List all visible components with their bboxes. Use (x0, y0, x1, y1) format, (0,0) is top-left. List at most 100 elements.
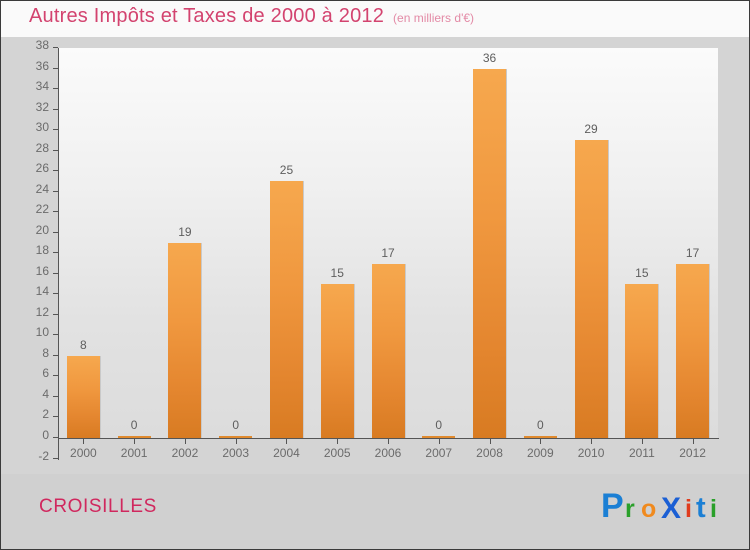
logo-letter: r (625, 495, 635, 523)
y-tick-label: 16 (35, 263, 49, 278)
y-tick-mark (53, 272, 58, 274)
bar[interactable] (219, 436, 253, 438)
y-tick-label: 4 (42, 386, 49, 401)
bar[interactable] (320, 284, 355, 438)
bar-value-label: 17 (685, 245, 700, 260)
bar[interactable] (422, 436, 456, 438)
y-tick-label: 0 (42, 428, 49, 442)
y-tick-mark (53, 437, 58, 438)
bar[interactable] (473, 68, 508, 438)
bar-group[interactable]: 0 (117, 48, 151, 438)
bar-group[interactable]: 8 (66, 48, 101, 438)
bar-value-label: 36 (482, 50, 497, 65)
y-tick-label: 14 (35, 284, 49, 299)
bar-group[interactable]: 29 (574, 48, 609, 438)
bar-value-label: 29 (584, 122, 598, 137)
y-tick-mark (53, 313, 58, 315)
x-tick-mark (235, 438, 237, 444)
chart-subtitle: (en milliers d'€) (393, 11, 475, 25)
y-tick-mark (53, 334, 58, 336)
bar-group[interactable]: 19 (168, 48, 203, 438)
title-row: Autres Impôts et Taxes de 2000 à 2012 (e… (29, 5, 474, 28)
y-tick-mark (53, 293, 58, 295)
bar[interactable] (574, 140, 609, 438)
x-tick-mark (540, 438, 542, 444)
y-tick-label: 30 (35, 120, 49, 135)
bar-value-label: 15 (635, 266, 649, 281)
bar-group[interactable]: 15 (625, 48, 660, 438)
y-tick-mark (53, 170, 58, 172)
plot-area: 8 0 19 0 25 15 17 0 36 0 29 15 17 (58, 48, 718, 438)
logo-letter: i (710, 495, 717, 523)
bar[interactable] (676, 263, 711, 438)
y-tick-mark (53, 108, 58, 110)
x-tick-label: 2004 (273, 446, 300, 460)
x-tick-mark (489, 438, 491, 444)
bar-group[interactable]: 0 (422, 48, 456, 438)
y-tick-label: 32 (35, 99, 49, 114)
bar-group[interactable]: 17 (371, 48, 406, 438)
x-tick-label: 2000 (70, 446, 97, 460)
x-tick-label: 2009 (526, 446, 554, 460)
x-tick-label: 2005 (323, 446, 351, 460)
bar[interactable] (523, 436, 557, 438)
y-tick-mark (53, 416, 58, 418)
y-tick-label: 34 (35, 79, 49, 94)
y-tick-label: 18 (35, 243, 49, 258)
bar-value-label: 15 (330, 266, 344, 281)
y-tick-mark (53, 67, 58, 69)
y-tick-label: 28 (35, 140, 49, 155)
y-tick-label: 8 (42, 345, 49, 360)
logo-letter: P (601, 487, 624, 525)
x-tick-mark (134, 438, 136, 444)
x-tick-mark (337, 438, 339, 444)
y-tick-mark (53, 375, 58, 377)
x-tick-mark (388, 438, 389, 444)
bar-group[interactable]: 36 (473, 48, 508, 438)
bar[interactable] (66, 355, 101, 438)
y-tick-label: 20 (35, 222, 49, 237)
y-tick-label: 10 (35, 325, 49, 340)
bar-value-label: 19 (178, 225, 192, 239)
bar-value-label: 0 (232, 418, 240, 432)
x-tick-label: 2012 (679, 446, 706, 460)
y-tick-mark (53, 129, 58, 131)
bar-value-label: 8 (80, 337, 87, 352)
bar[interactable] (625, 284, 660, 438)
logo-letter: t (696, 492, 706, 524)
x-tick-label: 2011 (628, 446, 655, 460)
bar-group[interactable]: 0 (523, 48, 557, 438)
bar-group[interactable]: 25 (269, 48, 304, 438)
bar[interactable] (269, 181, 304, 438)
bar-value-label: 25 (279, 163, 294, 178)
y-tick-mark (53, 354, 58, 356)
chart-header: Autres Impôts et Taxes de 2000 à 2012 (e… (1, 1, 749, 37)
bar[interactable] (371, 263, 406, 438)
bar-group[interactable]: 0 (219, 48, 253, 438)
y-tick-mark (53, 457, 58, 459)
x-tick-label: 2002 (171, 446, 199, 460)
y-tick-label: 22 (35, 202, 49, 217)
bar-value-label: 0 (130, 418, 138, 432)
logo-letter: i (685, 495, 692, 523)
bar-group[interactable]: 15 (320, 48, 355, 438)
x-tick-label: 2003 (222, 446, 250, 460)
x-tick-mark (641, 438, 643, 444)
y-tick-mark (53, 47, 58, 48)
y-tick-label: 2 (42, 407, 49, 422)
y-tick-mark (53, 252, 58, 254)
y-tick-label: 36 (35, 58, 49, 73)
x-tick-label: 2010 (577, 446, 605, 460)
bar-group[interactable]: 17 (676, 48, 711, 438)
y-tick-label: -2 (38, 448, 49, 463)
y-tick-label: 24 (35, 181, 49, 196)
bar-value-label: 0 (435, 418, 443, 432)
bar[interactable] (168, 243, 203, 438)
bar[interactable] (117, 436, 151, 438)
y-tick-mark (53, 149, 58, 151)
y-tick-label: 6 (42, 366, 49, 381)
